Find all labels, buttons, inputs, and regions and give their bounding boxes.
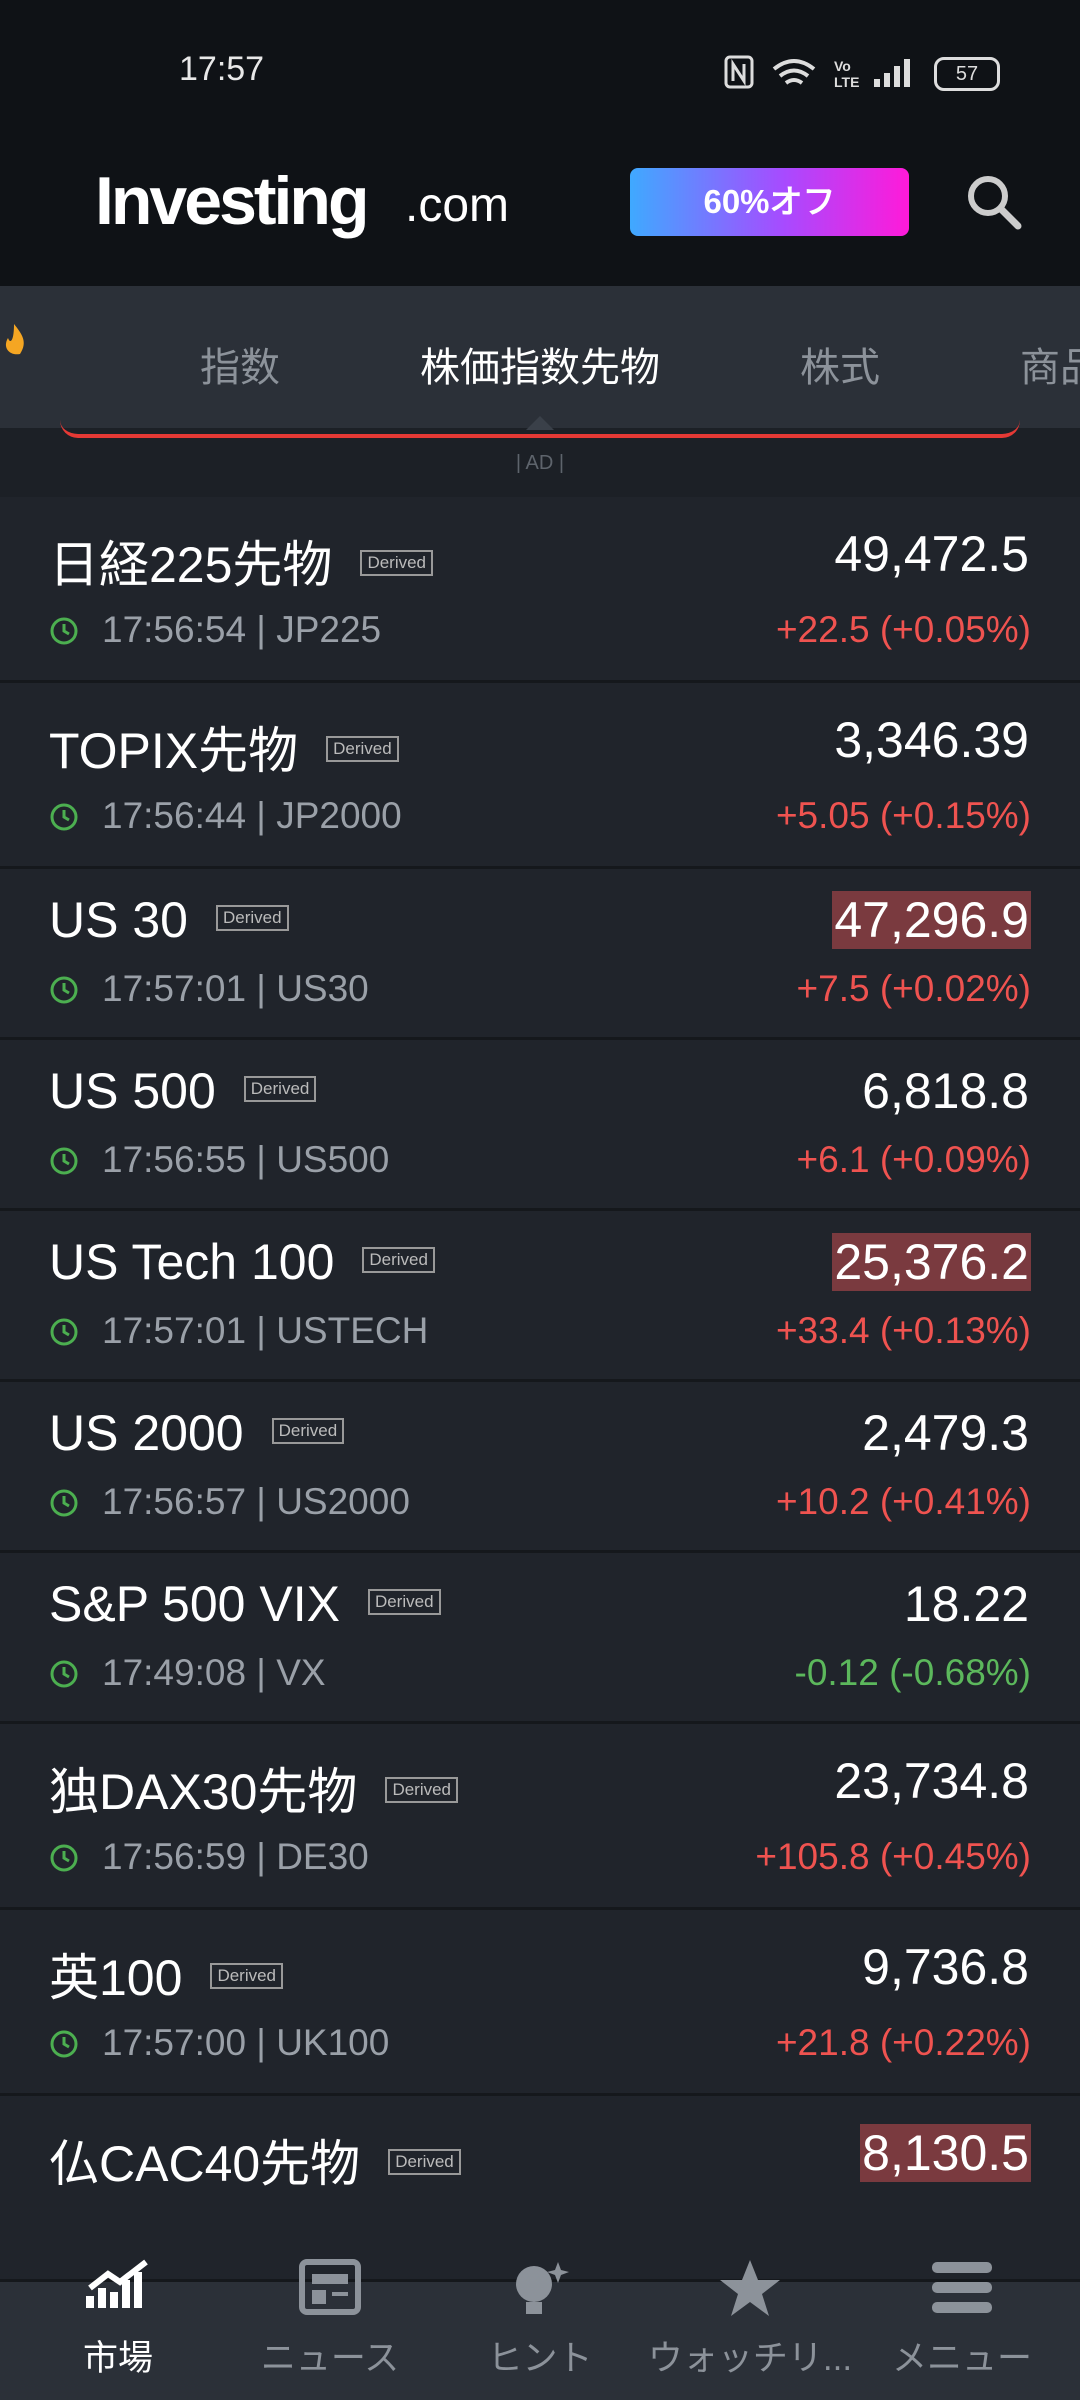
- instrument-name: US 30 Derived: [49, 891, 289, 949]
- price: 3,346.39: [834, 712, 1029, 768]
- change: +22.5 (+0.05%): [775, 609, 1031, 650]
- nav-item[interactable]: ニュース: [260, 2339, 400, 2378]
- clock-icon: [48, 1487, 80, 1524]
- instrument-name: US Tech 100 Derived: [49, 1233, 435, 1291]
- update-time: 17:56:57 | US2000: [102, 1481, 410, 1522]
- update-time: 17:57:01 | US30: [102, 968, 369, 1009]
- clock-icon: [48, 615, 80, 652]
- change: -0.12 (-0.68%): [794, 1652, 1032, 1693]
- derived-tag: Derived: [362, 1246, 435, 1273]
- change: +6.1 (+0.09%): [796, 1139, 1031, 1180]
- clock-icon: [48, 1842, 80, 1879]
- clock-icon: [48, 974, 80, 1011]
- instrument-name: 英100 Derived: [49, 1938, 284, 2010]
- clock-time: 17:57: [179, 50, 265, 88]
- quote-row[interactable]: US 2000 Derived 17:56:57 | US2000 2,479.3 +1…: [0, 1382, 1080, 1553]
- update-time: 17:57:00 | UK100: [102, 2022, 390, 2063]
- nav-icon: [508, 2258, 572, 2327]
- quote-row[interactable]: 日経225先物 Derived 17:56:54 | JP225 49,472.5 +2…: [0, 497, 1080, 683]
- instrument-name: 日経225先物 Derived: [49, 525, 434, 597]
- quote-row[interactable]: S&P 500 VIX Derived 17:49:08 | VX 18.22 -0.1…: [0, 1553, 1080, 1724]
- derived-tag: Derived: [367, 1588, 441, 1615]
- logo: Investing: [95, 163, 369, 239]
- tab[interactable]: 商品: [1020, 346, 1080, 390]
- quote-row[interactable]: US Tech 100 Derived 17:57:01 | USTECH 25,37…: [0, 1211, 1080, 1382]
- clock-icon: [48, 2028, 80, 2065]
- nav-item[interactable]: 市場: [82, 2339, 154, 2378]
- instrument-name: US 500 Derived: [49, 1062, 317, 1120]
- derived-tag: Derived: [326, 735, 399, 762]
- update-time: 17:56:55 | US500: [102, 1139, 390, 1180]
- clock-icon: [48, 1316, 80, 1353]
- nav-icon: [930, 2258, 994, 2323]
- instrument-name: 仏CAC40先物 Derived: [49, 2124, 461, 2196]
- nav-item[interactable]: ウォッチリ...: [647, 2339, 853, 2378]
- instrument-name: S&P 500 VIX Derived: [49, 1575, 441, 1633]
- ad-strip: [0, 428, 1080, 497]
- price: 25,376.2: [832, 1233, 1031, 1291]
- derived-tag: Derived: [243, 1075, 317, 1102]
- derived-tag: Derived: [215, 904, 289, 931]
- update-time: 17:57:01 | USTECH: [102, 1310, 429, 1351]
- svg-text:LTE: LTE: [834, 74, 859, 90]
- quote-row[interactable]: 独DAX30先物 Derived 17:56:59 | DE30 23,734.8 +1…: [0, 1724, 1080, 1910]
- promo-button[interactable]: 60%オフ: [630, 168, 909, 236]
- update-time: 17:56:54 | JP225: [102, 609, 382, 650]
- tab-bar: 指数 株価指数先物 株式 商品: [0, 286, 1080, 428]
- nav-icon: [718, 2258, 782, 2323]
- instrument-name: TOPIX先物 Derived: [49, 711, 399, 783]
- update-time: 17:49:08 | VX: [102, 1652, 326, 1693]
- ad-banner-edge: [60, 420, 1020, 438]
- update-time: 17:56:59 | DE30: [102, 1836, 369, 1877]
- nav-item[interactable]: ヒント: [487, 2339, 593, 2378]
- nav-item[interactable]: メニュー: [891, 2339, 1033, 2378]
- price: 23,734.8: [834, 1753, 1029, 1809]
- quote-row[interactable]: US 500 Derived 17:56:55 | US500 6,818.8 +6.1…: [0, 1040, 1080, 1211]
- clock-icon: [48, 801, 80, 838]
- tab[interactable]: 株価指数先物: [420, 346, 660, 390]
- hot-icon: [5, 324, 24, 355]
- price: 18.22: [903, 1576, 1029, 1632]
- derived-tag: Derived: [210, 1962, 284, 1989]
- change: +33.4 (+0.13%): [775, 1310, 1031, 1351]
- tab[interactable]: 株式: [800, 346, 880, 390]
- quote-row[interactable]: 英100 Derived 17:57:00 | UK100 9,736.8 +21.8 …: [0, 1910, 1080, 2096]
- price: 6,818.8: [862, 1063, 1029, 1119]
- battery: 57: [934, 57, 1000, 91]
- derived-tag: Derived: [271, 1417, 345, 1444]
- change: +21.8 (+0.22%): [775, 2022, 1031, 2063]
- quote-row[interactable]: 仏CAC40先物 Derived 8,130.5: [0, 2096, 1080, 2282]
- derived-tag: Derived: [360, 549, 434, 576]
- instrument-name: 独DAX30先物 Derived: [49, 1752, 459, 1824]
- svg-text:Vo: Vo: [834, 58, 851, 74]
- price: 9,736.8: [862, 1939, 1029, 1995]
- derived-tag: Derived: [388, 2148, 461, 2175]
- price: 2,479.3: [862, 1405, 1029, 1461]
- quote-row[interactable]: TOPIX先物 Derived 17:56:44 | JP2000 3,346.39 +…: [0, 683, 1080, 869]
- update-time: 17:56:44 | JP2000: [102, 795, 402, 836]
- clock-icon: [48, 1658, 80, 1695]
- tab[interactable]: 指数: [200, 346, 280, 390]
- quote-row[interactable]: US 30 Derived 17:57:01 | US30 47,296.9 +7.5 …: [0, 869, 1080, 1040]
- price: 8,130.5: [860, 2124, 1031, 2182]
- price: 47,296.9: [832, 891, 1031, 949]
- change: +10.2 (+0.41%): [775, 1481, 1031, 1522]
- nav-icon: [86, 2258, 156, 2323]
- instrument-name: US 2000 Derived: [49, 1404, 345, 1462]
- logo-suffix: .com: [405, 179, 510, 232]
- price: 49,472.5: [834, 526, 1029, 582]
- clock-icon: [48, 1145, 80, 1182]
- nav-icon: [298, 2258, 362, 2323]
- change: +5.05 (+0.15%): [775, 795, 1031, 836]
- ad-label: | AD |: [515, 452, 565, 474]
- tab-indicator: [526, 416, 554, 430]
- change: +105.8 (+0.45%): [755, 1836, 1031, 1877]
- change: +7.5 (+0.02%): [796, 968, 1031, 1009]
- derived-tag: Derived: [385, 1776, 459, 1803]
- search-button[interactable]: [964, 172, 1024, 232]
